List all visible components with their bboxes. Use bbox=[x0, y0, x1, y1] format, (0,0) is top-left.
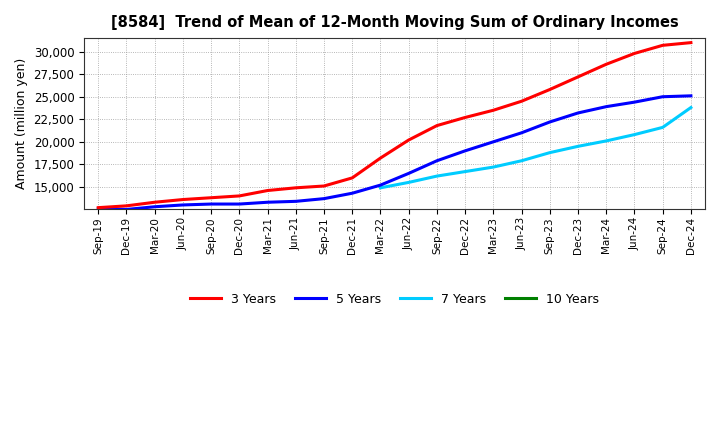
7 Years bbox=[658, 125, 667, 130]
3 Years bbox=[630, 51, 639, 56]
3 Years bbox=[433, 123, 441, 128]
7 Years bbox=[433, 173, 441, 179]
7 Years bbox=[574, 144, 582, 149]
7 Years bbox=[687, 105, 696, 110]
Title: [8584]  Trend of Mean of 12-Month Moving Sum of Ordinary Incomes: [8584] Trend of Mean of 12-Month Moving … bbox=[111, 15, 678, 30]
5 Years bbox=[150, 204, 159, 209]
5 Years bbox=[687, 93, 696, 99]
7 Years bbox=[405, 180, 413, 185]
5 Years bbox=[94, 206, 102, 211]
5 Years bbox=[348, 191, 356, 196]
7 Years bbox=[630, 132, 639, 137]
3 Years bbox=[405, 137, 413, 143]
5 Years bbox=[433, 158, 441, 163]
3 Years bbox=[292, 185, 300, 191]
5 Years bbox=[264, 200, 272, 205]
7 Years bbox=[602, 138, 611, 143]
3 Years bbox=[264, 188, 272, 193]
5 Years bbox=[320, 196, 328, 201]
3 Years bbox=[235, 193, 243, 198]
Legend: 3 Years, 5 Years, 7 Years, 10 Years: 3 Years, 5 Years, 7 Years, 10 Years bbox=[185, 288, 604, 311]
3 Years bbox=[348, 175, 356, 180]
3 Years bbox=[122, 203, 131, 209]
5 Years bbox=[207, 202, 215, 207]
5 Years bbox=[489, 139, 498, 144]
5 Years bbox=[574, 110, 582, 116]
3 Years bbox=[602, 62, 611, 67]
3 Years bbox=[658, 43, 667, 48]
3 Years bbox=[94, 205, 102, 210]
7 Years bbox=[376, 185, 384, 191]
5 Years bbox=[517, 130, 526, 136]
3 Years bbox=[179, 197, 187, 202]
Y-axis label: Amount (million yen): Amount (million yen) bbox=[15, 58, 28, 189]
7 Years bbox=[489, 165, 498, 170]
3 Years bbox=[546, 87, 554, 92]
7 Years bbox=[461, 169, 469, 174]
3 Years bbox=[574, 74, 582, 80]
3 Years bbox=[489, 108, 498, 113]
3 Years bbox=[376, 155, 384, 161]
5 Years bbox=[376, 183, 384, 188]
Line: 7 Years: 7 Years bbox=[380, 107, 691, 188]
7 Years bbox=[517, 158, 526, 163]
Line: 3 Years: 3 Years bbox=[98, 43, 691, 208]
5 Years bbox=[235, 202, 243, 207]
5 Years bbox=[405, 171, 413, 176]
5 Years bbox=[630, 99, 639, 105]
5 Years bbox=[179, 202, 187, 208]
3 Years bbox=[517, 99, 526, 104]
3 Years bbox=[461, 115, 469, 120]
3 Years bbox=[320, 183, 328, 189]
3 Years bbox=[687, 40, 696, 45]
5 Years bbox=[658, 94, 667, 99]
5 Years bbox=[546, 119, 554, 125]
3 Years bbox=[150, 200, 159, 205]
5 Years bbox=[122, 207, 131, 212]
5 Years bbox=[602, 104, 611, 109]
3 Years bbox=[207, 195, 215, 200]
5 Years bbox=[292, 199, 300, 204]
7 Years bbox=[546, 150, 554, 155]
Line: 5 Years: 5 Years bbox=[98, 96, 691, 209]
5 Years bbox=[461, 148, 469, 154]
